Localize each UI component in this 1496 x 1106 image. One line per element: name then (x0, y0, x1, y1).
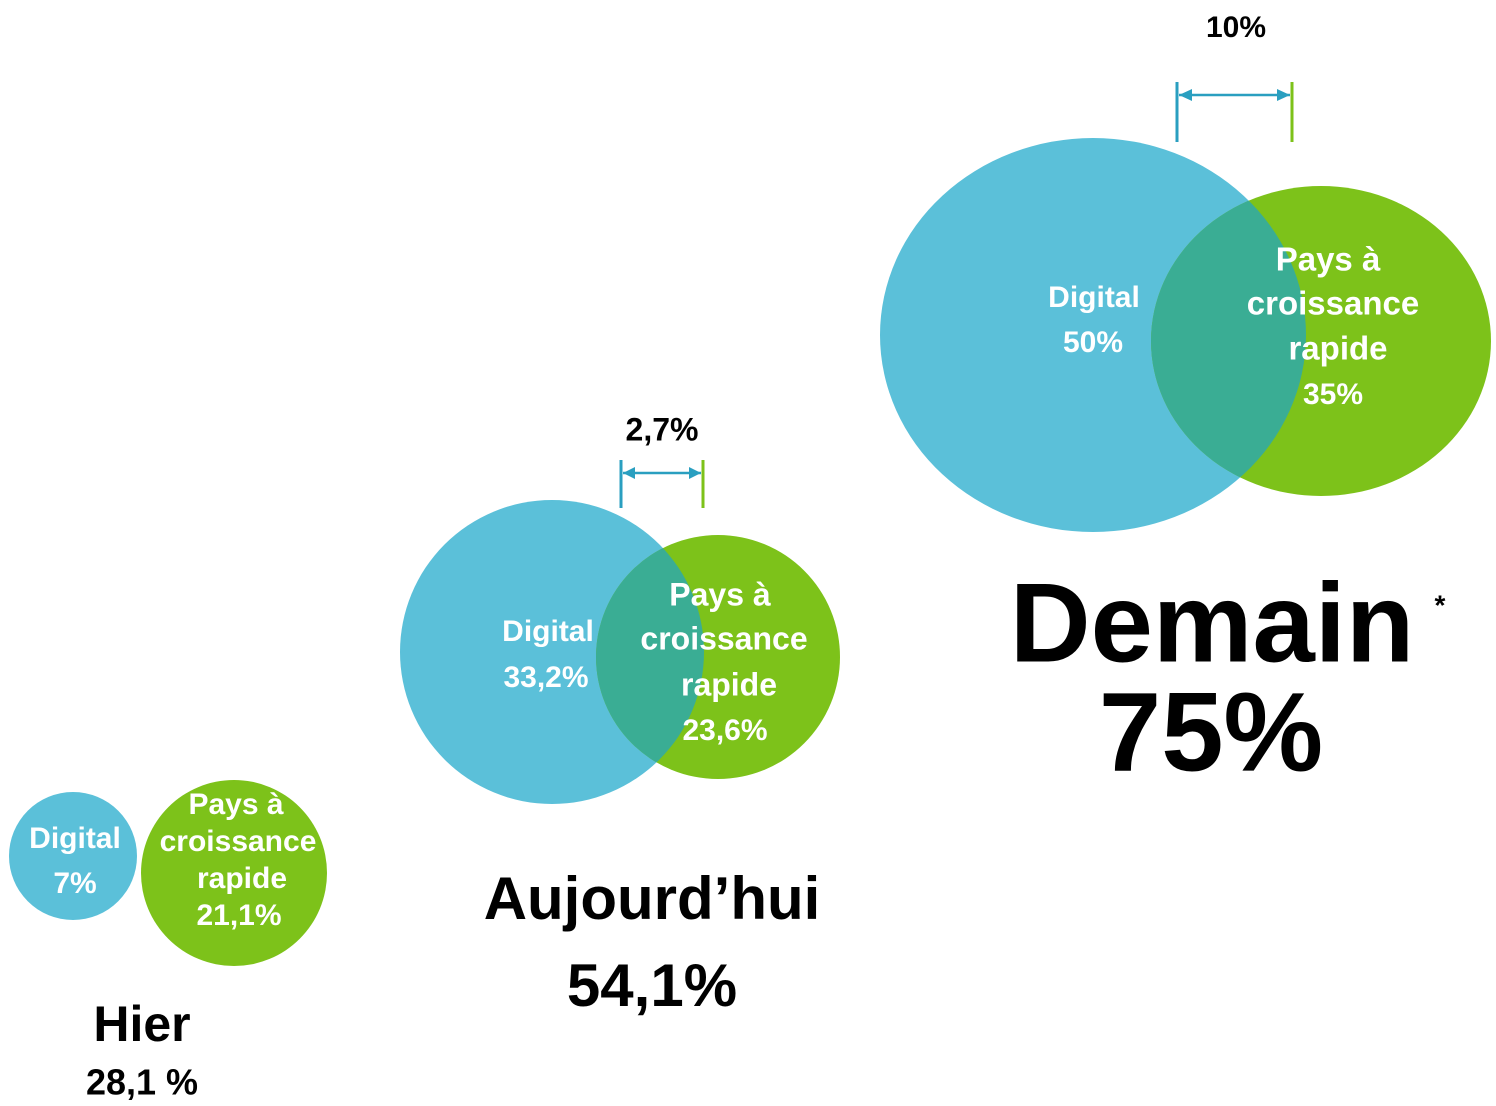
pays-label: rapide (197, 862, 287, 895)
pays-circle (141, 780, 327, 966)
overlap-label: 10% (1206, 11, 1266, 44)
pays-value: 23,6% (682, 714, 767, 747)
pays-label: rapide (1288, 330, 1387, 367)
group-total: 28,1 % (86, 1062, 198, 1103)
digital-value: 33,2% (503, 661, 588, 694)
digital-label: Digital (502, 615, 594, 648)
pays-label: Pays à (188, 788, 283, 821)
pays-label: croissance (1247, 285, 1419, 322)
overlap (1151, 186, 1306, 496)
pays-label: Pays à (1276, 241, 1381, 278)
pays-label: croissance (160, 825, 317, 858)
group-total: 54,1% (567, 952, 737, 1019)
pays-label: croissance (640, 620, 807, 656)
overlap-label: 2,7% (626, 411, 699, 447)
pays-value: 21,1% (196, 899, 281, 932)
pays-label: rapide (681, 666, 777, 702)
digital-label: Digital (1048, 281, 1140, 314)
digital-value: 7% (53, 867, 96, 900)
digital-circle (9, 792, 137, 920)
pays-label: Pays à (669, 576, 771, 612)
pays-value: 35% (1303, 378, 1363, 411)
group-note: * (1435, 589, 1446, 620)
digital-value: 50% (1063, 326, 1123, 359)
group-label: Demain (1010, 561, 1415, 686)
overlap (596, 535, 704, 779)
group-label: Hier (93, 996, 190, 1052)
bracket-arrows (1179, 89, 1290, 101)
group-label: Aujourd’hui (484, 865, 821, 932)
digital-label: Digital (29, 822, 121, 855)
group-total: 75% (1099, 670, 1323, 795)
